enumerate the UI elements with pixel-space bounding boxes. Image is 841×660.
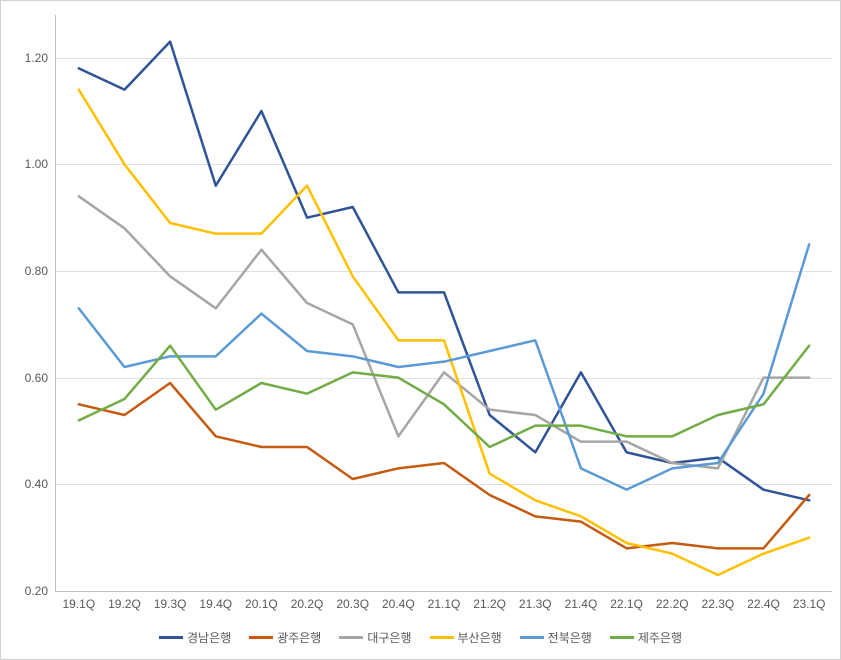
- x-tick-label: 21.3Q: [519, 591, 552, 611]
- legend-swatch: [520, 636, 544, 639]
- legend-item: 전북은행: [520, 629, 592, 646]
- legend-label: 제주은행: [638, 629, 682, 646]
- chart-container: 0.20 0.40 0.60 0.80 1.00 1.20 19.1Q 19.2Q 19.3Q 1…: [0, 0, 841, 660]
- y-tick-label: 0.60: [25, 371, 56, 385]
- series-line: [79, 42, 809, 501]
- x-tick-label: 20.2Q: [291, 591, 324, 611]
- legend-label: 광주은행: [277, 629, 321, 646]
- x-tick-label: 22.3Q: [702, 591, 735, 611]
- legend-label: 경남은행: [187, 629, 231, 646]
- x-tick-label: 20.3Q: [336, 591, 369, 611]
- x-tick-label: 19.2Q: [108, 591, 141, 611]
- x-tick-label: 20.4Q: [382, 591, 415, 611]
- legend: 경남은행 광주은행 대구은행 부산은행 전북은행 제주은행: [1, 629, 840, 646]
- x-tick-label: 22.4Q: [747, 591, 780, 611]
- x-tick-label: 23.1Q: [793, 591, 826, 611]
- x-tick-label: 19.3Q: [154, 591, 187, 611]
- legend-item: 경남은행: [159, 629, 231, 646]
- legend-item: 제주은행: [610, 629, 682, 646]
- y-tick-label: 0.20: [25, 584, 56, 598]
- legend-swatch: [159, 636, 183, 639]
- y-tick-label: 1.20: [25, 51, 56, 65]
- y-tick-label: 0.40: [25, 477, 56, 491]
- legend-item: 광주은행: [249, 629, 321, 646]
- legend-swatch: [249, 636, 273, 639]
- legend-item: 대구은행: [339, 629, 411, 646]
- x-tick-label: 21.2Q: [473, 591, 506, 611]
- y-tick-label: 1.00: [25, 157, 56, 171]
- legend-swatch: [610, 636, 634, 639]
- x-tick-label: 20.1Q: [245, 591, 278, 611]
- legend-label: 부산은행: [458, 629, 502, 646]
- x-tick-label: 22.1Q: [610, 591, 643, 611]
- legend-item: 부산은행: [430, 629, 502, 646]
- y-tick-label: 0.80: [25, 264, 56, 278]
- x-tick-label: 19.1Q: [62, 591, 95, 611]
- x-tick-label: 22.2Q: [656, 591, 689, 611]
- legend-label: 대구은행: [367, 629, 411, 646]
- x-tick-label: 21.1Q: [428, 591, 461, 611]
- legend-swatch: [430, 636, 454, 639]
- x-tick-label: 19.4Q: [199, 591, 232, 611]
- series-line: [79, 90, 809, 575]
- series-line: [79, 196, 809, 468]
- line-series-layer: [56, 15, 832, 591]
- series-line: [79, 244, 809, 489]
- x-tick-label: 21.4Q: [565, 591, 598, 611]
- legend-label: 전북은행: [548, 629, 592, 646]
- plot-area: 0.200.400.600.801.001.2019.1Q19.2Q19.3Q1…: [55, 15, 832, 592]
- legend-swatch: [339, 636, 363, 639]
